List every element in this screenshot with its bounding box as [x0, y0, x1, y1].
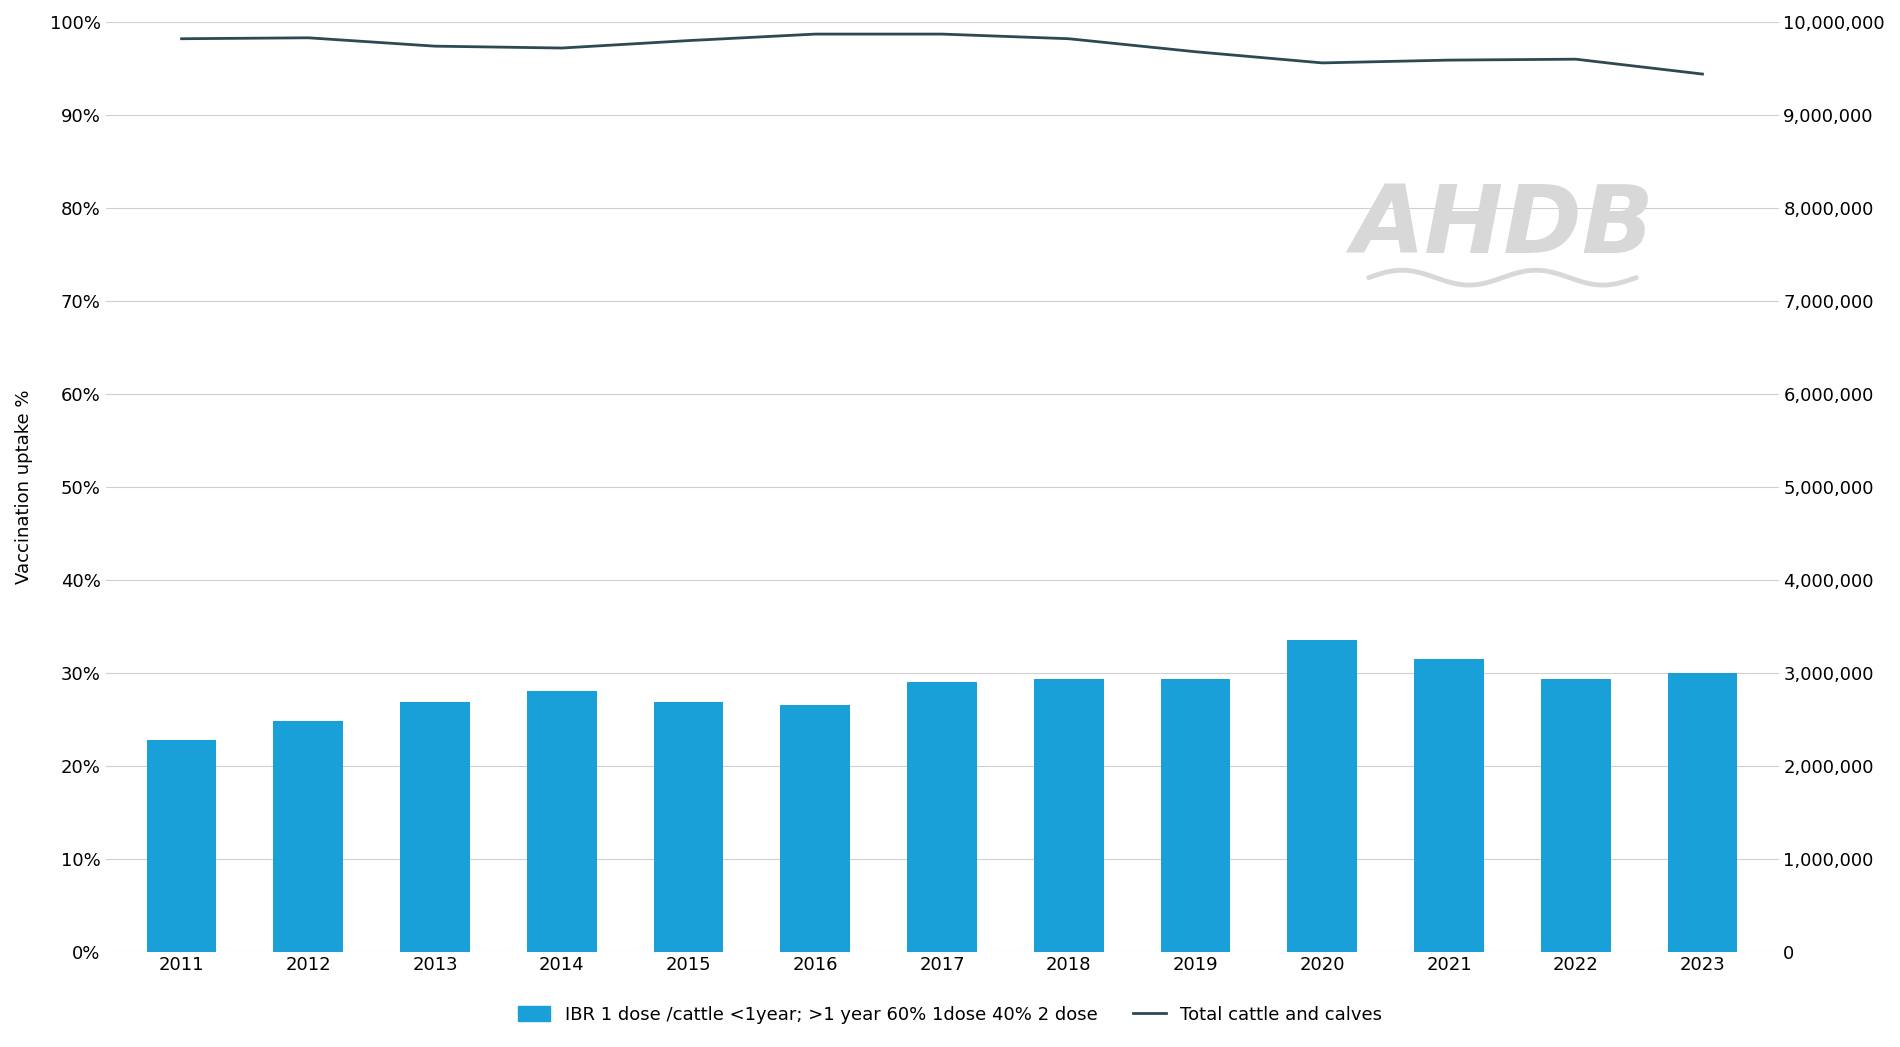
Bar	[274, 721, 344, 952]
Bar	[1034, 680, 1104, 952]
Bar	[1414, 659, 1484, 952]
Text: AHDB: AHDB	[1351, 180, 1653, 272]
Bar	[401, 703, 469, 952]
Bar	[526, 691, 597, 952]
Bar	[654, 703, 724, 952]
Bar	[781, 706, 849, 952]
Legend: IBR 1 dose /cattle <1year; >1 year 60% 1dose 40% 2 dose, Total cattle and calves: IBR 1 dose /cattle <1year; >1 year 60% 1…	[509, 997, 1391, 1032]
Bar	[1161, 680, 1231, 952]
Bar	[1541, 680, 1611, 952]
Bar	[906, 682, 977, 952]
Bar	[1288, 640, 1357, 952]
Bar	[1668, 672, 1737, 952]
Y-axis label: Vaccination uptake %: Vaccination uptake %	[15, 389, 32, 584]
Bar	[146, 739, 217, 952]
